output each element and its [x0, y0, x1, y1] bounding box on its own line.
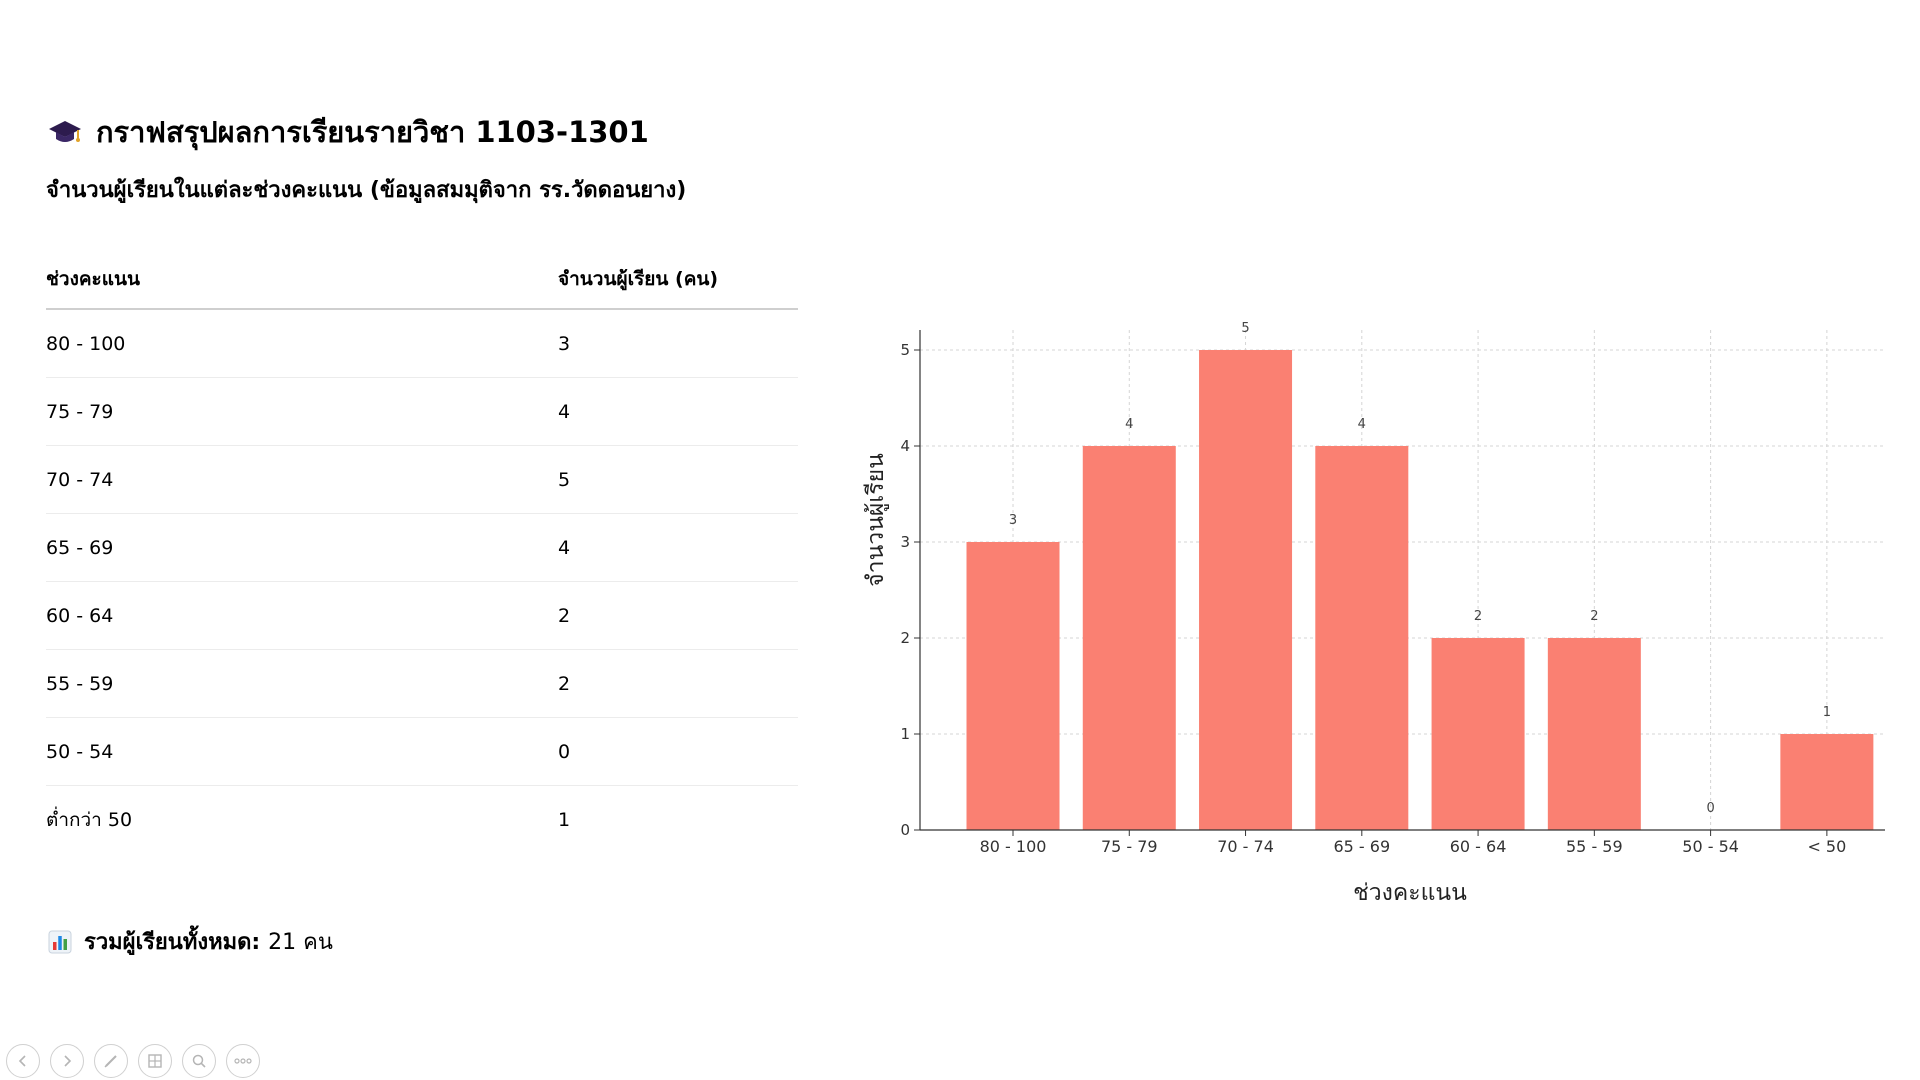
y-tick-label: 1	[900, 725, 910, 743]
total-summary: รวมผู้เรียนทั้งหมด: 21 คน	[48, 924, 333, 959]
slides-button[interactable]	[138, 1044, 172, 1078]
cell-range: 70 - 74	[46, 468, 114, 491]
bar	[1547, 638, 1641, 830]
table-row: 75 - 79 4	[46, 378, 798, 446]
slideshow-controls	[6, 1044, 260, 1078]
page-subtitle: จำนวนผู้เรียนในแต่ละช่วงคะแนน (ข้อมูลสมม…	[46, 178, 687, 203]
previous-icon	[18, 1055, 26, 1067]
bar	[1199, 350, 1293, 830]
next-icon	[64, 1055, 72, 1067]
x-tick-label: 65 - 69	[1333, 837, 1390, 856]
y-tick-label: 5	[900, 341, 910, 359]
y-tick-label: 3	[900, 533, 910, 551]
cell-range: 80 - 100	[46, 332, 126, 355]
x-tick-label: 75 - 79	[1101, 837, 1158, 856]
total-label: รวมผู้เรียนทั้งหมด:	[84, 930, 261, 955]
title-row: กราฟสรุปผลการเรียนรายวิชา 1103-1301	[48, 108, 649, 156]
cell-count: 2	[558, 604, 571, 627]
cell-count: 5	[558, 468, 571, 491]
cell-count: 3	[558, 332, 571, 355]
bar	[966, 542, 1060, 830]
bar	[1431, 638, 1525, 830]
table-row: ต่ำกว่า 50 1	[46, 786, 798, 853]
graduation-cap-icon	[49, 121, 81, 142]
bar	[1082, 446, 1176, 830]
column-header-count: จำนวนผู้เรียน (คน)	[558, 268, 719, 290]
bar	[1780, 734, 1874, 830]
cell-count: 4	[558, 536, 571, 559]
data-label: 3	[1009, 513, 1017, 528]
cell-range: 65 - 69	[46, 536, 114, 559]
table-row: 80 - 100 3	[46, 310, 798, 378]
more-button[interactable]	[226, 1044, 260, 1078]
cell-range: 60 - 64	[46, 604, 114, 627]
table-row: 55 - 59 2	[46, 650, 798, 718]
data-label: 0	[1706, 801, 1714, 816]
cell-count: 2	[558, 672, 571, 695]
pen-button[interactable]	[94, 1044, 128, 1078]
cell-range: 55 - 59	[46, 672, 114, 695]
data-label: 4	[1125, 417, 1133, 432]
y-tick-label: 2	[900, 629, 910, 647]
data-label: 2	[1590, 609, 1598, 624]
score-table: ช่วงคะแนน จำนวนผู้เรียน (คน) 80 - 100 3 …	[46, 250, 798, 853]
bar-chart-svg: 3 4 5 4 2 2 0 1 0 1 2 3 4 5 80 - 100 75 - 79 70 - 74 65 …	[863, 321, 1885, 906]
x-tick-label: < 50	[1807, 837, 1846, 856]
table-row: 50 - 54 0	[46, 718, 798, 786]
column-header-range: ช่วงคะแนน	[46, 268, 140, 290]
next-button[interactable]	[50, 1044, 84, 1078]
zoom-button[interactable]	[182, 1044, 216, 1078]
table-row: 70 - 74 5	[46, 446, 798, 514]
x-axis-label: ช่วงคะแนน	[1353, 880, 1467, 906]
more-icon	[234, 1058, 252, 1064]
data-label: 1	[1823, 705, 1831, 720]
table-row: 65 - 69 4	[46, 514, 798, 582]
slides-icon	[148, 1054, 162, 1068]
y-tick-label: 0	[900, 821, 910, 839]
page-title: กราฟสรุปผลการเรียนรายวิชา 1103-1301	[96, 115, 649, 149]
cell-range: 75 - 79	[46, 400, 114, 423]
data-label: 4	[1358, 417, 1366, 432]
cell-count: 0	[558, 740, 571, 763]
x-tick-label: 50 - 54	[1682, 837, 1739, 856]
zoom-icon	[192, 1054, 206, 1068]
bar	[1315, 446, 1409, 830]
x-tick-label: 55 - 59	[1566, 837, 1623, 856]
x-tick-label: 60 - 64	[1450, 837, 1507, 856]
total-value: 21 คน	[268, 930, 333, 955]
pen-icon	[104, 1055, 117, 1068]
table-row: 60 - 64 2	[46, 582, 798, 650]
y-axis-label: จำนวนผู้เรียน	[863, 453, 889, 587]
y-tick-label: 4	[900, 437, 910, 455]
x-tick-label: 70 - 74	[1217, 837, 1274, 856]
bar-chart-icon	[48, 930, 72, 953]
data-label: 2	[1474, 609, 1482, 624]
x-tick-label: 80 - 100	[980, 837, 1047, 856]
previous-button[interactable]	[6, 1044, 40, 1078]
bar-chart: 3 4 5 4 2 2 0 1 0 1 2 3 4 5 80 - 100 75 - 79 70 - 74 65 …	[840, 290, 1900, 910]
cell-range: ต่ำกว่า 50	[46, 808, 133, 831]
table-header: ช่วงคะแนน จำนวนผู้เรียน (คน)	[46, 250, 798, 310]
cell-count: 4	[558, 400, 571, 423]
data-label: 5	[1241, 321, 1249, 336]
cell-range: 50 - 54	[46, 740, 114, 763]
cell-count: 1	[558, 808, 571, 831]
